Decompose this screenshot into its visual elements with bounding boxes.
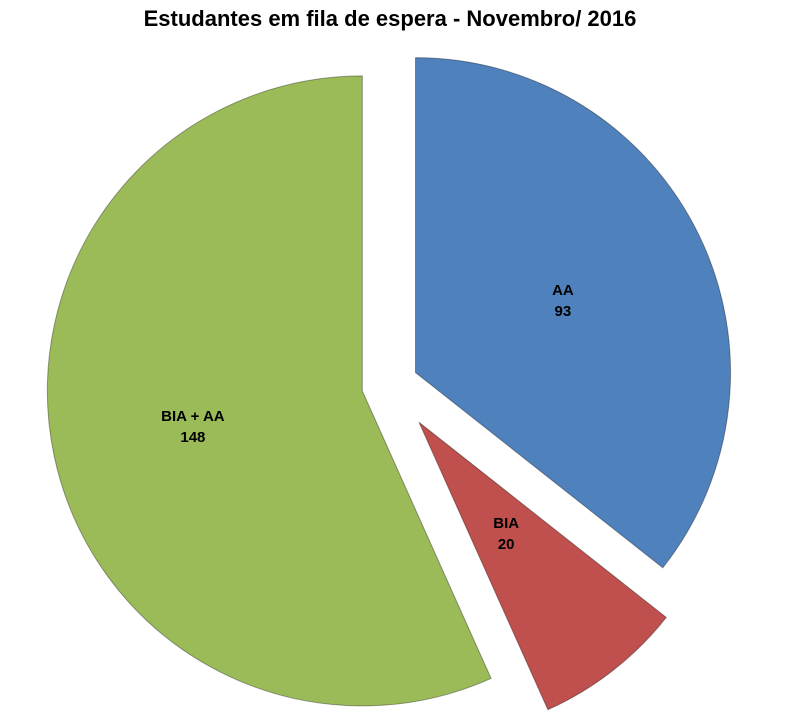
slice-label-aa: AA 93 [552,282,574,320]
chart-title: Estudantes em fila de espera - Novembro/… [143,6,637,31]
pie-slice-aa [415,57,732,569]
slice-label-bia: BIA 20 [493,515,519,553]
pie-slice-bia [418,421,668,711]
pie-slice-bia-aa [46,75,492,707]
slice-label-bia-aa: BIA + AA 148 [161,408,225,446]
